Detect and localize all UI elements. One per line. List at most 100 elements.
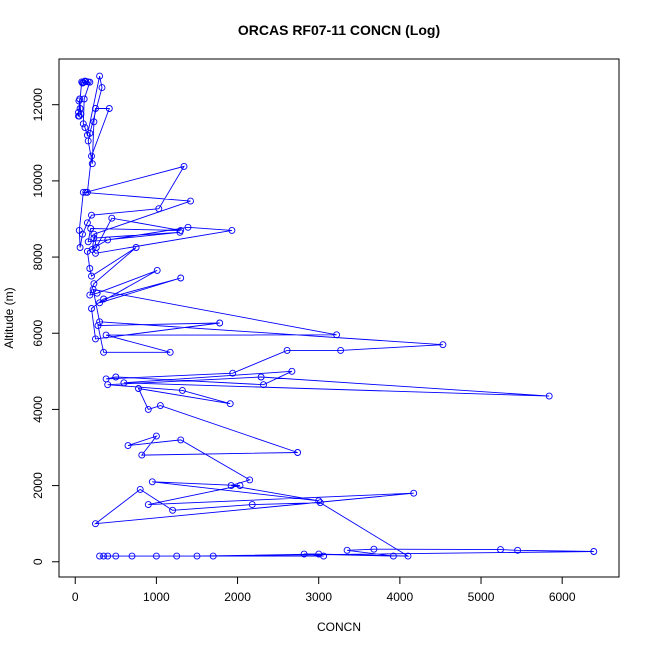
x-tick-label: 0 xyxy=(72,590,79,604)
x-tick-label: 6000 xyxy=(549,590,576,604)
data-point xyxy=(120,379,128,387)
data-point xyxy=(178,386,186,394)
data-point xyxy=(152,432,160,440)
series-layer xyxy=(75,72,598,560)
data-point xyxy=(128,552,136,560)
data-point xyxy=(193,552,201,560)
data-point xyxy=(173,552,181,560)
data-point xyxy=(76,244,84,251)
data-point xyxy=(98,84,106,92)
data-point xyxy=(136,485,144,493)
y-tick-label: 0 xyxy=(31,558,45,565)
data-point xyxy=(96,318,104,326)
data-point xyxy=(108,214,116,222)
data-point xyxy=(410,489,418,497)
data-point xyxy=(404,552,412,560)
data-point xyxy=(80,95,88,103)
data-point xyxy=(92,335,99,343)
data-point xyxy=(82,78,90,85)
data-point xyxy=(83,247,91,255)
x-axis-label: CONCN xyxy=(317,620,361,634)
data-point xyxy=(88,152,95,160)
data-point xyxy=(96,552,104,560)
data-point xyxy=(152,552,160,560)
data-point xyxy=(497,546,504,554)
data-point xyxy=(84,137,92,145)
data-point xyxy=(320,552,328,560)
data-point xyxy=(75,112,82,120)
data-point xyxy=(104,552,112,560)
data-point xyxy=(343,546,351,554)
data-point xyxy=(283,346,291,354)
data-point xyxy=(389,552,397,560)
x-tick-label: 5000 xyxy=(468,590,495,604)
data-point xyxy=(180,162,188,170)
data-point xyxy=(236,482,244,490)
y-tick-label: 4000 xyxy=(31,396,45,423)
data-point xyxy=(86,129,94,137)
data-point xyxy=(82,188,90,196)
x-tick-label: 2000 xyxy=(224,590,251,604)
y-tick-label: 12000 xyxy=(31,88,45,122)
data-point xyxy=(228,226,236,234)
data-point xyxy=(105,105,113,112)
data-point xyxy=(135,385,142,392)
x-axis: 0 1000 2000 3000 4000 5000 6000 xyxy=(72,576,576,604)
y-axis: 0 2000 4000 6000 8000 10000 12000 xyxy=(31,88,60,565)
data-point xyxy=(100,348,108,356)
data-point xyxy=(148,478,156,486)
data-point xyxy=(89,285,97,293)
data-point xyxy=(288,367,296,375)
data-point xyxy=(333,331,341,339)
data-point xyxy=(370,545,378,553)
data-point xyxy=(104,236,112,244)
data-point xyxy=(439,341,447,349)
data-point xyxy=(100,295,108,303)
data-point xyxy=(96,72,104,80)
data-point xyxy=(83,219,91,227)
data-point xyxy=(248,501,256,509)
data-point xyxy=(76,95,84,103)
data-point xyxy=(124,442,132,450)
data-point xyxy=(176,228,184,236)
data-point xyxy=(112,552,120,560)
data-point xyxy=(86,265,94,272)
x-tick-label: 1000 xyxy=(143,590,170,604)
data-point xyxy=(75,226,83,234)
data-point xyxy=(96,299,104,307)
data-point xyxy=(100,552,108,560)
data-point xyxy=(294,449,302,456)
data-point xyxy=(92,249,99,257)
data-point xyxy=(90,230,98,238)
data-point xyxy=(260,381,267,389)
data-point xyxy=(177,436,185,444)
data-point xyxy=(104,381,112,389)
data-point xyxy=(79,188,87,196)
data-point xyxy=(169,506,177,514)
data-point xyxy=(86,291,94,299)
y-tick-label: 6000 xyxy=(31,320,45,347)
data-point xyxy=(216,319,224,327)
data-point xyxy=(79,120,87,128)
data-point xyxy=(246,476,254,484)
data-point xyxy=(177,274,185,282)
y-tick-label: 8000 xyxy=(31,243,45,270)
data-point xyxy=(187,197,194,205)
data-point xyxy=(315,497,323,505)
data-point xyxy=(337,346,345,354)
data-point xyxy=(156,402,164,410)
y-tick-label: 2000 xyxy=(31,472,45,499)
data-point xyxy=(227,482,235,490)
chart-title: ORCAS RF07-11 CONCN (Log) xyxy=(238,22,440,38)
data-point xyxy=(88,160,96,168)
data-point xyxy=(93,289,101,297)
plot-box xyxy=(58,58,620,578)
data-point xyxy=(88,272,95,280)
data-point xyxy=(92,520,99,528)
data-point xyxy=(514,546,522,554)
data-point xyxy=(144,405,152,413)
data-point xyxy=(166,348,174,356)
data-point xyxy=(88,211,95,219)
data-point xyxy=(90,234,98,242)
